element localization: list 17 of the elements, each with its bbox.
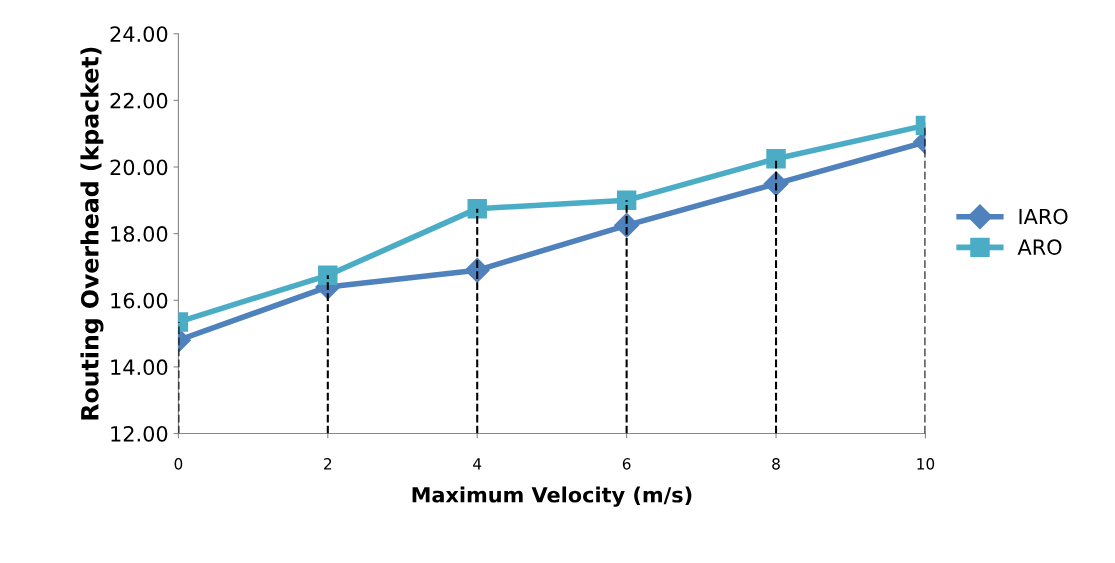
x-axis-title: Maximum Velocity (m/s) xyxy=(412,486,692,507)
x-tick-label: 4 xyxy=(473,458,482,470)
y-tick-label: 24.00 xyxy=(110,26,168,42)
y-tick-label: 14.00 xyxy=(111,359,168,376)
y-tick-label: 12.00 xyxy=(111,425,168,442)
legend-label: ARO xyxy=(1017,239,1062,255)
legend-label: IARO xyxy=(1019,208,1068,225)
x-tick-label: 10 xyxy=(917,458,935,470)
y-tick-label: 22.00 xyxy=(110,92,168,109)
y-axis-title: Routing Overhead (kpacket) xyxy=(80,47,104,420)
x-tick-label: 0 xyxy=(174,458,183,470)
x-tick-label: 8 xyxy=(772,458,780,470)
x-tick-label: 6 xyxy=(622,458,631,470)
x-tick-label: 2 xyxy=(324,458,332,470)
y-tick-label: 18.00 xyxy=(111,226,168,242)
y-tick-label: 16.00 xyxy=(111,292,168,309)
y-tick-label: 20.00 xyxy=(110,159,168,176)
